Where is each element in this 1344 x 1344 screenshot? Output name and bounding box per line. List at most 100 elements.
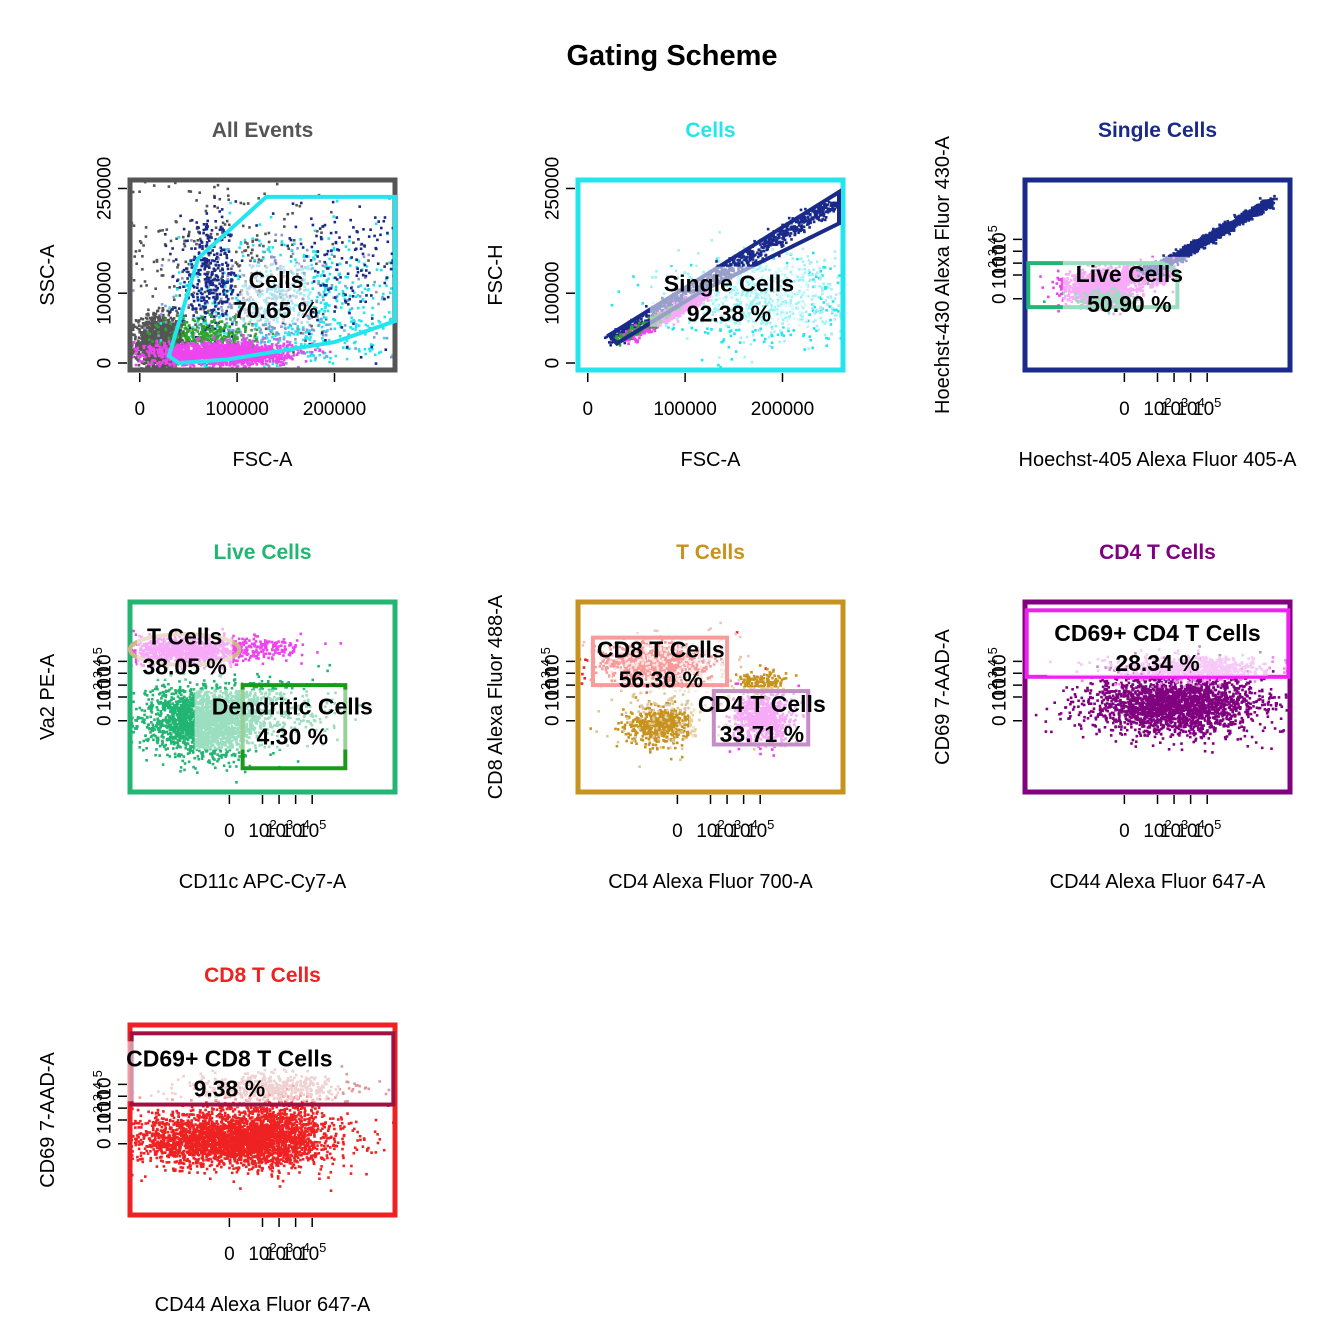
gate-name-label: CD8 T Cells [597,637,725,663]
y-tick-label: 100000 [543,261,564,324]
x-tick-label: 104 [1176,395,1204,420]
panel-cells: Cells Single Cells 92.38 % 0 100000 200000 0 10… [485,119,846,471]
x-tick-label: 105 [1193,395,1221,420]
y-tick-label: 102 [90,1106,116,1134]
gate-label-backdrop [1047,615,1268,676]
gate-label-backdrop [1062,256,1196,317]
y-axis-label: Hoechst-430 Alexa Fluor 430-A [932,135,954,414]
gate-single-cells: Single Cells 92.38 % [606,188,841,347]
y-tick-label: 0 [95,358,116,369]
x-axis-label: CD11c APC-Cy7-A [179,871,347,893]
gate-name-label: T Cells [147,624,222,650]
gate-percent-label: 38.05 % [142,654,226,680]
panel-live-cells: Live Cells T Cells 38.05 % Dendritic Cells 4… [37,541,398,893]
x-tick-label: 105 [746,817,774,842]
gate-name-label: Live Cells [1076,261,1183,287]
y-axis-label: SSC-A [37,244,59,306]
gate-percent-label: 56.30 % [619,667,703,693]
x-tick-label: 105 [298,817,326,842]
event-cluster-6 [146,309,275,370]
gate-name-label: CD4 T Cells [698,691,826,717]
x-tick-label: 0 [224,1244,235,1265]
gate-label-backdrop [136,619,233,680]
gate-name-label: Cells [249,267,304,293]
event-cluster-1 [182,1083,390,1192]
y-tick-label: 0 [543,715,564,726]
x-axis-label: CD4 Alexa Fluor 700-A [608,871,813,893]
y-tick-label: 250000 [543,157,564,220]
x-tick-label: 100000 [205,399,268,420]
plot-frame [127,1022,398,1218]
gate-percent-label: 70.65 % [234,297,318,323]
x-tick-label: 100000 [653,399,716,420]
gate-name-label: Dendritic Cells [212,694,373,720]
plot-frame [1022,177,1293,373]
gate-percent-label: 28.34 % [1115,650,1199,676]
x-tick-label: 200000 [303,399,366,420]
y-tick-label: 0 [990,293,1011,304]
gate-name-label: CD69+ CD4 T Cells [1054,620,1260,646]
x-axis-label: CD44 Alexa Fluor 647-A [1050,871,1266,893]
x-tick-label: 0 [672,821,683,842]
y-tick-label: 105 [985,225,1011,253]
gate-cd69-cd4-t-cells: CD69+ CD4 T Cells 28.34 % [1024,608,1291,679]
gate-percent-label: 33.71 % [720,721,804,747]
gate-label-backdrop [119,1041,340,1102]
gate-label-backdrop [689,687,835,748]
x-tick-label: 105 [298,1240,326,1265]
panel-title: Live Cells [213,541,311,564]
y-tick-label: 0 [95,715,116,726]
gate-label-backdrop [588,632,734,693]
panel-title: CD4 T Cells [1099,541,1216,564]
y-tick-label: 0 [543,358,564,369]
panel-t-cells: T Cells CD8 T Cells 56.30 %CD4 T Cells 33.7… [485,541,846,893]
gate-t-cells: T Cells 38.05 % [128,619,242,680]
x-tick-label: 200000 [751,399,814,420]
x-tick-label: 0 [1119,821,1130,842]
gate-name-label: CD69+ CD8 T Cells [126,1045,332,1071]
gate-percent-label: 9.38 % [194,1075,266,1101]
x-tick-label: 0 [224,821,235,842]
gate-percent-label: 50.90 % [1087,291,1171,317]
gate-percent-label: 92.38 % [687,301,771,327]
x-tick-label: 0 [582,399,593,420]
plot-frame [575,177,846,373]
panel-title: Single Cells [1098,119,1217,142]
gate-cd4-t-cells: CD4 T Cells 33.71 % [689,687,835,748]
panel-title: T Cells [676,541,745,564]
panel-title: Cells [685,119,735,142]
plot-frame [1022,599,1293,795]
panel-all-events: All Events Cells 70.65 % 0 100000 200000 0 1000… [37,119,398,471]
y-axis: 0 100000 250000 [95,157,127,369]
x-tick-label: 105 [1193,817,1221,842]
y-axis-label: Va2 PE-A [37,653,59,740]
plot-frame [575,599,846,795]
y-axis-label: CD8 Alexa Fluor 488-A [485,594,507,799]
gate-percent-label: 4.30 % [257,724,329,750]
x-axis-label: FSC-A [681,449,742,471]
x-tick-label: 0 [1119,399,1130,420]
y-axis-label: CD69 7-AAD-A [932,629,954,765]
x-axis: 0 100000 200000 [134,373,366,420]
panel-single-cells: Single Cells Live Cells 50.90 % 0 1021031041… [932,119,1297,471]
panel-cd4-t-cells: CD4 T Cells CD69+ CD4 T Cells 28.34 % 0 1021… [932,541,1293,893]
event-cluster-4 [730,664,798,699]
y-tick-label: 0 [95,1138,116,1149]
y-axis-label: CD69 7-AAD-A [37,1052,59,1188]
chart-main-title: Gating Scheme [0,40,1344,73]
gate-outline [1024,608,1291,679]
x-axis-label: CD44 Alexa Fluor 647-A [155,1294,371,1316]
plot-frame [127,599,398,795]
x-axis: 0 100000 200000 [582,373,814,420]
gate-label-backdrop [194,689,391,750]
gate-outline [166,194,397,366]
